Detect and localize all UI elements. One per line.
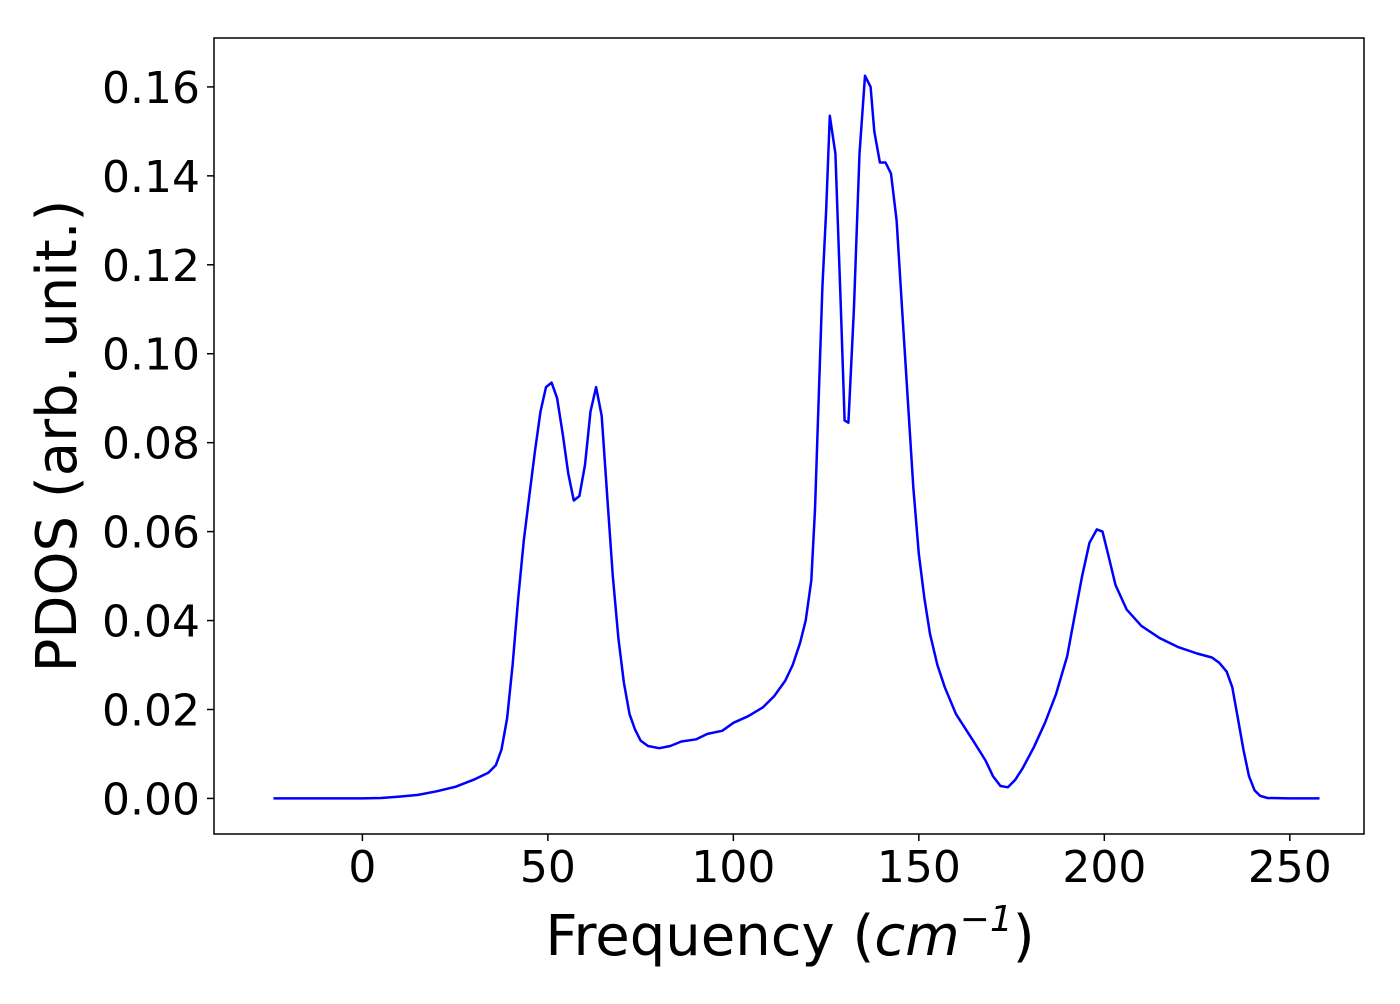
y-tick-label: 0.02: [102, 685, 200, 736]
y-tick-label: 0.12: [102, 241, 200, 292]
pdos-series-line-0: [273, 74, 1320, 800]
x-tick-label: 200: [1062, 842, 1146, 893]
y-tick-label: 0.08: [102, 419, 200, 470]
y-tick-label: 0.04: [102, 597, 200, 648]
x-axis-title-unit: cm: [874, 904, 959, 969]
x-axis-title: Frequency (cm−1): [545, 899, 1034, 969]
x-tick-label: 150: [877, 842, 961, 893]
y-tick-label: 0.16: [102, 63, 200, 114]
x-axis-title-suffix: ): [1013, 904, 1035, 969]
y-axis-title: PDOS (arb. unit.): [25, 200, 90, 673]
plot-area: [273, 74, 1320, 800]
x-tick-label: 100: [691, 842, 775, 893]
y-tick-label: 0.14: [102, 152, 200, 203]
y-tick-label: 0.10: [102, 330, 200, 381]
x-axis-ticks: 0 50 100 150 200 250: [348, 834, 1332, 893]
x-axis-title-prefix: Frequency (: [545, 904, 874, 969]
y-axis-ticks: 0.00 0.02 0.04 0.06 0.08 0.10 0.12 0.14 0.16: [102, 63, 214, 825]
y-tick-label: 0.00: [102, 774, 200, 825]
x-tick-label: 250: [1248, 842, 1332, 893]
x-axis-title-exponent: −1: [960, 899, 1013, 940]
plot-frame: [213, 37, 1365, 835]
y-tick-label: 0.06: [102, 508, 200, 559]
x-tick-label: 50: [520, 842, 576, 893]
x-tick-label: 0: [348, 842, 376, 893]
